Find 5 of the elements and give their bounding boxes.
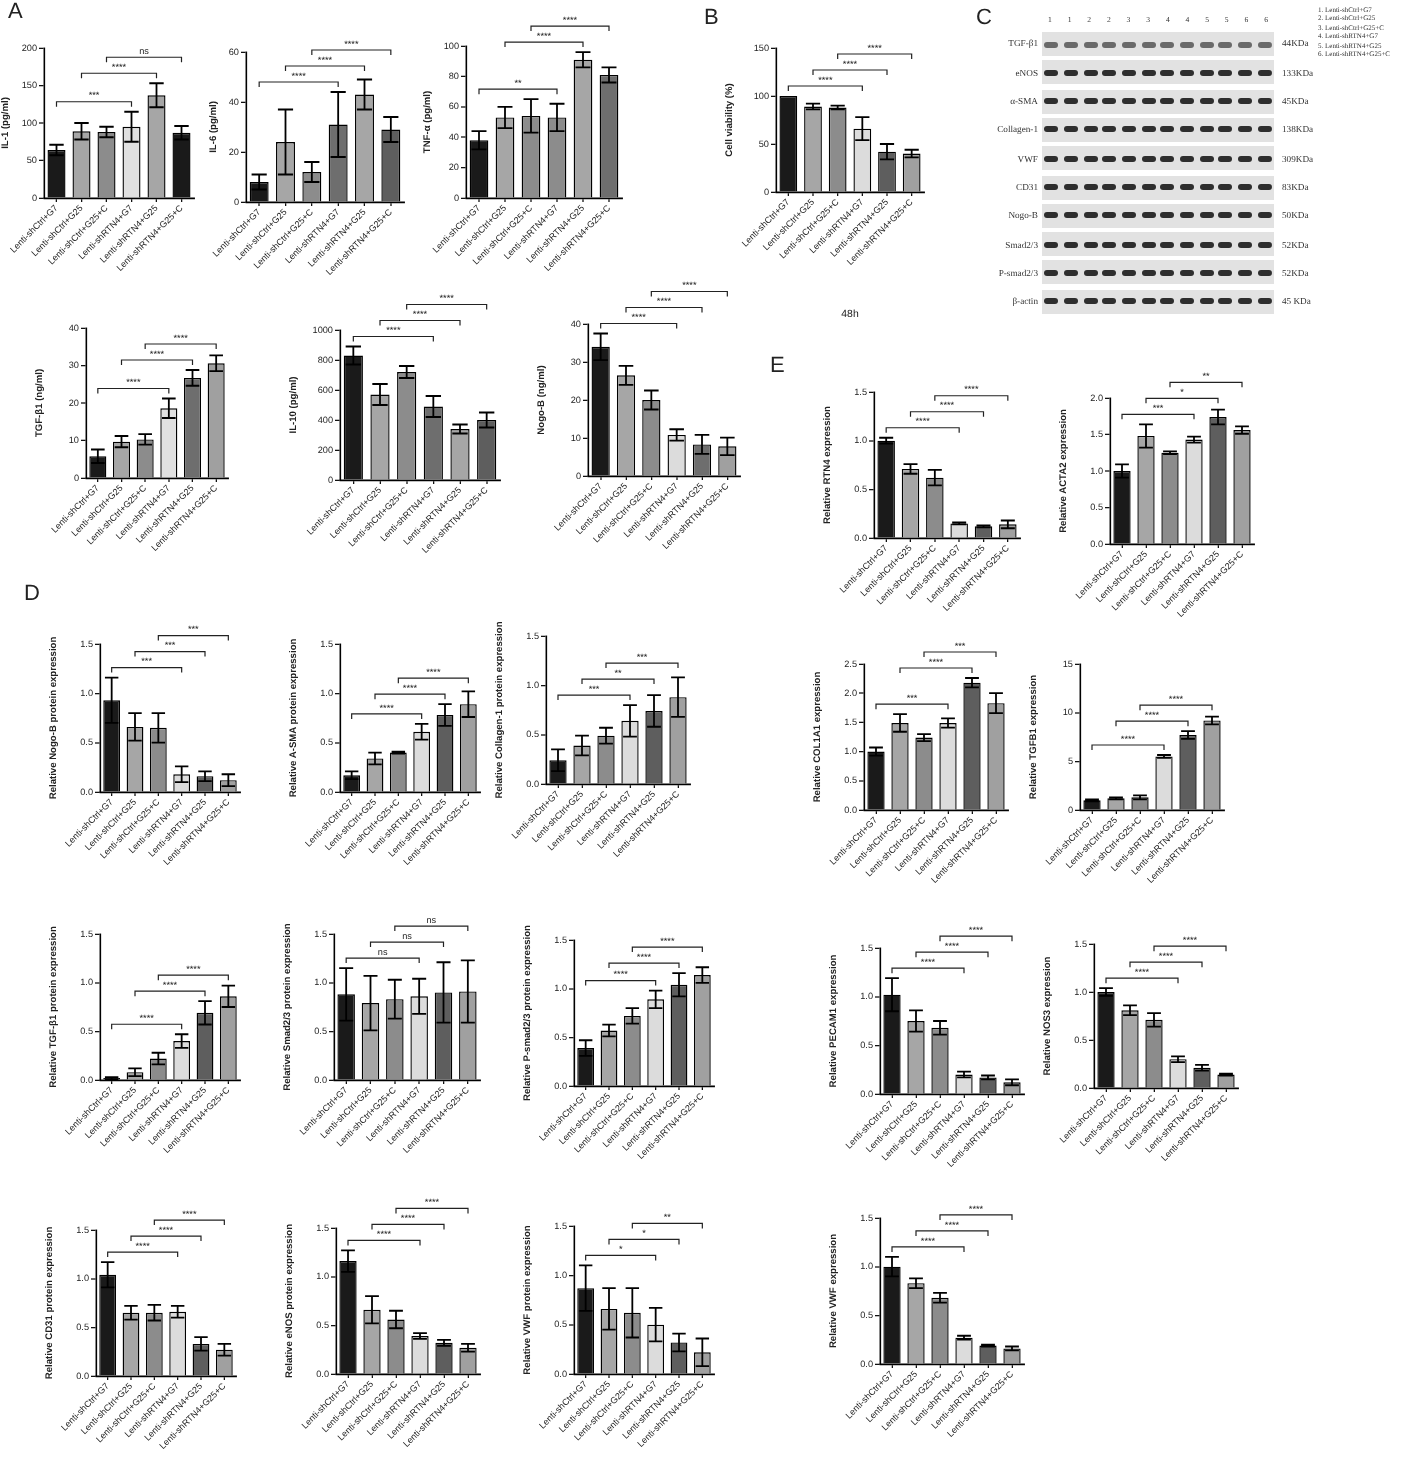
- chart-title: A: [8, 0, 23, 24]
- chart-title: E: [770, 354, 785, 378]
- chart-title: D: [24, 582, 40, 606]
- chart-title: B: [704, 6, 719, 30]
- text: C: [976, 6, 992, 30]
